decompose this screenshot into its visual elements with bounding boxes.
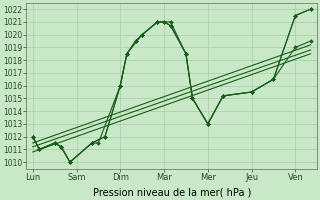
X-axis label: Pression niveau de la mer( hPa ): Pression niveau de la mer( hPa )	[92, 187, 251, 197]
